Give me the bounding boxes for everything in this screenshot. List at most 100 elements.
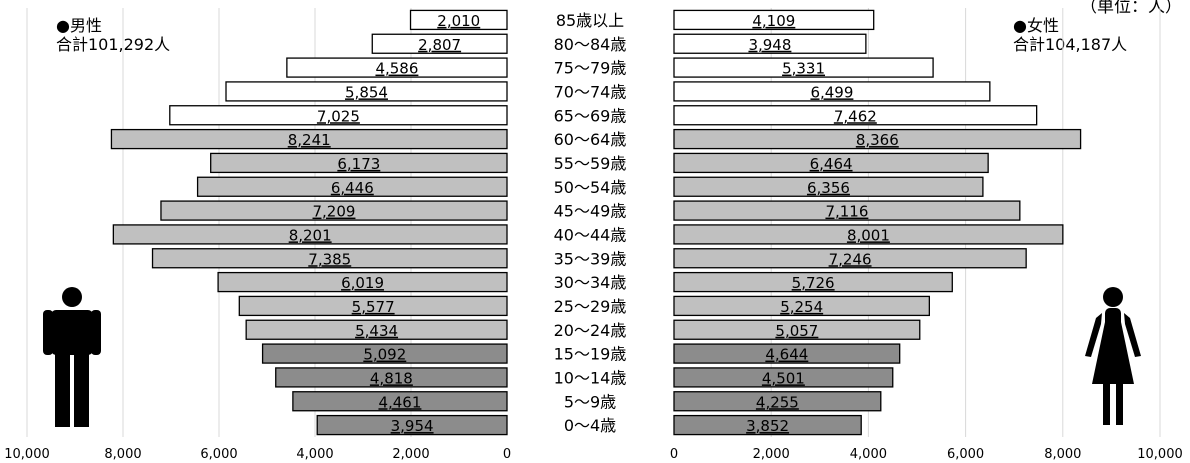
male-value-label: 7,209 xyxy=(313,203,356,221)
woman-icon xyxy=(1085,287,1141,425)
male-bar xyxy=(275,367,508,388)
female-bar xyxy=(673,152,989,174)
category-label: 0～4歳 xyxy=(564,416,616,435)
category-label: 70～74歳 xyxy=(554,82,627,101)
female-bar xyxy=(673,176,984,197)
male-bar xyxy=(238,295,508,317)
male-tick-label: 6,000 xyxy=(200,447,237,462)
category-label: 80～84歳 xyxy=(554,35,627,54)
female-tick-label: 8,000 xyxy=(1044,447,1081,462)
male-value-label: 4,586 xyxy=(375,60,418,78)
female-bar xyxy=(673,319,921,340)
x-axis-ticks: 0 0 2,000 2,000 4,000 4,000 6,000 6,000 8,000 8,0… xyxy=(4,447,1183,462)
female-legend-label: ●女性 合計104,187人 xyxy=(1013,16,1127,54)
female-bar xyxy=(673,57,934,78)
male-bar xyxy=(210,152,508,174)
male-value-label: 2,010 xyxy=(437,12,480,30)
category-label: 75～79歳 xyxy=(554,59,627,78)
female-tick-label: 2,000 xyxy=(753,447,790,462)
category-label: 20～24歳 xyxy=(554,321,627,340)
category-label: 15～19歳 xyxy=(554,345,627,364)
female-series-name: ●女性 xyxy=(1013,16,1059,35)
category-labels: 2,010 4,109 85歳以上 2,807 3,948 80～84歳 4,586 5,33… xyxy=(288,11,899,435)
female-bar xyxy=(673,200,1021,221)
category-label: 50～54歳 xyxy=(554,178,627,197)
male-value-label: 8,201 xyxy=(289,226,332,244)
female-bar xyxy=(673,414,862,436)
category-label: 30～34歳 xyxy=(554,273,627,292)
unit-note: （単位：人） xyxy=(1080,0,1182,17)
male-bar xyxy=(225,81,508,102)
female-value-label: 6,356 xyxy=(807,179,850,197)
male-value-label: 8,241 xyxy=(288,131,331,149)
male-value-label: 5,434 xyxy=(355,322,398,340)
male-bar xyxy=(371,33,508,54)
female-value-label: 4,255 xyxy=(756,393,799,411)
female-value-label: 7,116 xyxy=(825,203,868,221)
category-label: 65～69歳 xyxy=(554,106,627,125)
male-legend-label: ●男性 合計101,292人 xyxy=(56,16,170,54)
category-label: 55～59歳 xyxy=(554,154,627,173)
male-tick-label: 2,000 xyxy=(392,447,429,462)
female-bar xyxy=(673,391,882,412)
category-label: 35～39歳 xyxy=(554,249,627,268)
category-label: 25～29歳 xyxy=(554,297,627,316)
female-tick-label: 0 xyxy=(670,447,678,462)
female-bar xyxy=(673,33,867,54)
category-label: 85歳以上 xyxy=(556,11,624,30)
category-label: 60～64歳 xyxy=(554,130,627,149)
female-value-label: 5,057 xyxy=(775,322,818,340)
male-value-label: 6,173 xyxy=(337,155,380,173)
male-bar xyxy=(196,176,508,197)
male-bar xyxy=(110,128,508,150)
category-label: 10～14歳 xyxy=(554,368,627,387)
male-bar xyxy=(286,57,508,78)
female-value-label: 7,246 xyxy=(829,250,872,268)
female-value-label: 5,726 xyxy=(792,274,835,292)
female-value-label: 6,499 xyxy=(810,83,853,101)
male-bar xyxy=(409,9,508,31)
male-series-name: ●男性 xyxy=(56,16,102,35)
female-value-label: 4,644 xyxy=(765,346,808,364)
female-bar xyxy=(673,128,1082,150)
male-total: 合計101,292人 xyxy=(56,35,171,54)
female-bar xyxy=(673,224,1064,245)
female-tick-label: 10,000 xyxy=(1137,447,1183,462)
category-label: 5～9歳 xyxy=(564,392,616,411)
male-value-label: 7,025 xyxy=(317,107,360,125)
male-value-label: 5,854 xyxy=(345,83,388,101)
male-bar xyxy=(169,105,508,126)
male-bar xyxy=(160,200,508,221)
female-tick-label: 4,000 xyxy=(850,447,887,462)
female-value-label: 8,001 xyxy=(847,226,890,244)
female-bar xyxy=(673,105,1038,126)
female-value-label: 7,462 xyxy=(834,107,877,125)
male-bar xyxy=(151,248,508,269)
category-label: 45～49歳 xyxy=(554,202,627,221)
female-bar xyxy=(673,367,894,388)
male-value-label: 3,954 xyxy=(391,417,434,435)
male-bar xyxy=(316,414,508,436)
male-bar xyxy=(112,224,508,245)
male-value-label: 4,818 xyxy=(370,369,413,387)
male-value-label: 6,019 xyxy=(341,274,384,292)
male-bar xyxy=(261,343,508,364)
female-bar xyxy=(673,81,991,102)
male-tick-label: 10,000 xyxy=(4,447,50,462)
female-value-label: 5,254 xyxy=(780,298,823,316)
male-value-label: 7,385 xyxy=(308,250,351,268)
male-value-label: 6,446 xyxy=(331,179,374,197)
female-value-label: 6,464 xyxy=(810,155,853,173)
female-value-label: 4,501 xyxy=(762,369,805,387)
man-icon xyxy=(43,287,101,427)
bars xyxy=(110,9,1082,436)
male-tick-label: 0 xyxy=(503,447,511,462)
female-value-label: 3,852 xyxy=(746,417,789,435)
female-value-label: 5,331 xyxy=(782,60,825,78)
female-total: 合計104,187人 xyxy=(1013,35,1128,54)
male-value-label: 5,092 xyxy=(363,346,406,364)
male-tick-label: 8,000 xyxy=(104,447,141,462)
female-bar xyxy=(673,271,953,293)
male-bar xyxy=(245,319,508,340)
